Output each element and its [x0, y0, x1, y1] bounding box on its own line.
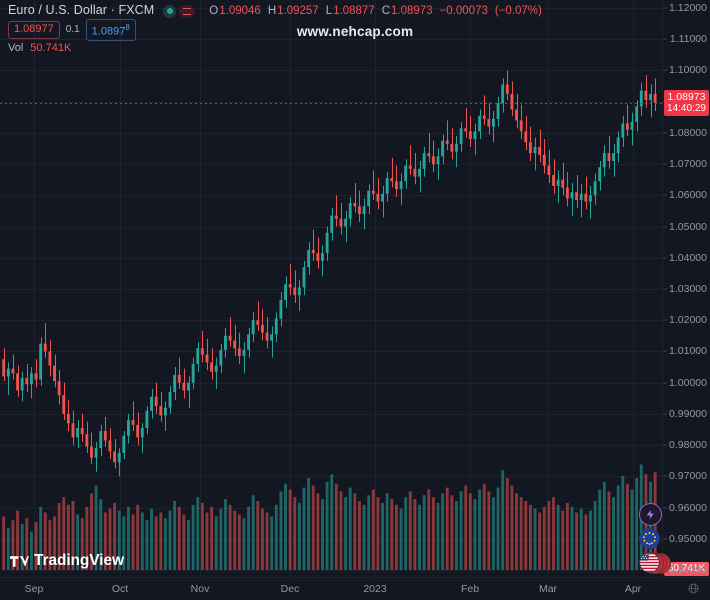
price-tick-label: 1.08000 [669, 126, 707, 139]
price-tick-label: 1.00000 [669, 376, 707, 389]
chart-plot-area[interactable] [0, 0, 663, 578]
current-price-tag: 1.08973 14:40:29 [664, 89, 709, 116]
price-tick-label: 1.04000 [669, 251, 707, 264]
price-tick-mark [663, 257, 667, 259]
price-tick-label: 1.07000 [669, 158, 707, 171]
price-tick-label: 1.06000 [669, 189, 707, 202]
price-tick-mark [663, 69, 667, 71]
price-tick-label: 1.10000 [669, 64, 707, 77]
candlestick-series [2, 70, 657, 570]
eur-flag-button[interactable] [639, 528, 661, 550]
price-tick-label: 1.05000 [669, 220, 707, 233]
price-tick-label: 1.12000 [669, 2, 707, 14]
time-tick-label: Oct [111, 583, 129, 595]
alert-bolt-button[interactable] [639, 503, 662, 526]
time-tick-label: 2023 [363, 583, 387, 595]
price-tick-label: 0.98000 [669, 439, 707, 452]
price-tick-label: 0.99000 [669, 407, 707, 420]
price-tick-mark [663, 163, 667, 165]
price-tick-label: 1.11000 [669, 33, 707, 46]
price-tick-mark [663, 194, 667, 196]
price-tick-mark [663, 132, 667, 134]
lightning-bolt-icon [646, 509, 654, 520]
price-tick-label: 0.95000 [669, 532, 707, 545]
price-axis[interactable]: 1.08973 14:40:29 50.741K 1.12000 1.11000 1… [662, 0, 710, 578]
price-line-overlay [0, 103, 663, 104]
globe-icon[interactable] [687, 582, 700, 595]
price-tick-mark [663, 475, 667, 477]
current-price-value: 1.08973 [667, 90, 706, 103]
price-tick-mark [663, 444, 667, 446]
price-tick-label: 1.03000 [669, 283, 707, 295]
price-tick-label: 0.96000 [669, 501, 707, 514]
price-tick-mark [663, 38, 667, 40]
price-tick-label: 1.01000 [669, 345, 707, 358]
usd-flag-button[interactable] [639, 552, 671, 574]
price-tick-mark [663, 507, 667, 509]
time-tick-label: Nov [190, 583, 210, 595]
time-axis[interactable]: Sep Oct Nov Dec 2023 Feb Mar Apr [0, 577, 710, 600]
eu-flag-ring [639, 528, 660, 549]
price-tick-label: 0.97000 [669, 470, 707, 483]
price-tick-label: 1.02000 [669, 314, 707, 327]
price-tick-mark [663, 350, 667, 352]
time-tick-label: Apr [624, 583, 642, 595]
price-tick-mark [663, 413, 667, 415]
current-price-time: 14:40:29 [667, 102, 706, 114]
price-tick-mark [663, 538, 667, 540]
time-tick-label: Dec [280, 583, 300, 595]
price-tick-mark [663, 288, 667, 290]
volume-axis-tag: 50.741K [664, 562, 709, 576]
floating-button-group [639, 503, 671, 574]
time-tick-label: Feb [460, 583, 480, 595]
price-tick-mark [663, 7, 667, 9]
price-tick-label: 0.94000 [669, 564, 707, 576]
price-tick-mark [663, 226, 667, 228]
time-tick-label: Sep [24, 583, 44, 595]
price-tick-mark [663, 382, 667, 384]
us-flag-ring [639, 552, 660, 573]
time-tick-label: Mar [538, 583, 558, 595]
price-tick-mark [663, 319, 667, 321]
